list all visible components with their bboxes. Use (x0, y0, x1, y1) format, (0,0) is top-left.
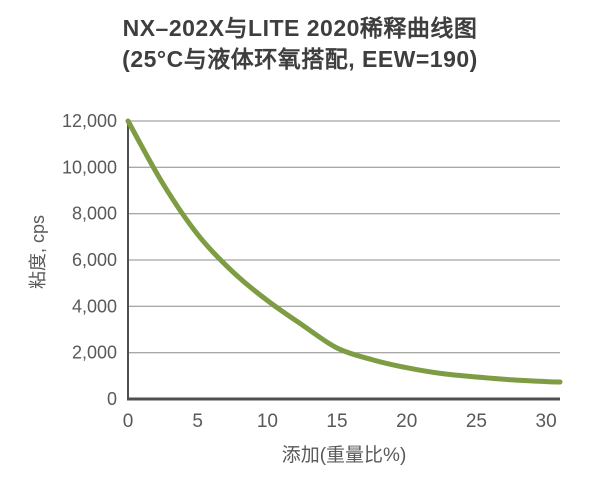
dilution-curve (125, 118, 563, 385)
x-tick-label: 5 (192, 411, 203, 432)
y-tick-label: 6,000 (72, 250, 117, 270)
y-tick-label: 4,000 (72, 296, 117, 316)
y-tick-label: 10,000 (62, 157, 117, 177)
x-tick-label: 0 (123, 411, 134, 432)
x-tick-label: 25 (466, 411, 487, 432)
y-tick-label: 12,000 (62, 111, 117, 131)
x-axis-label: 添加(重量比%) (281, 445, 407, 466)
x-tick-label: 20 (396, 411, 417, 432)
y-tick-label: 0 (107, 389, 117, 409)
chart-title: NX–202X与LITE 2020稀释曲线图 (25°C与液体环氧搭配, EEW… (0, 13, 600, 75)
y-tick-label: 2,000 (72, 343, 117, 363)
x-tick-label: 10 (257, 411, 278, 432)
chart-title-line2: (25°C与液体环氧搭配, EEW=190) (122, 46, 478, 72)
y-tick-label: 8,000 (72, 204, 117, 224)
x-tick-label: 15 (326, 411, 347, 432)
x-tick-label: 30 (536, 411, 557, 432)
chart-title-line1: NX–202X与LITE 2020稀释曲线图 (122, 15, 478, 41)
